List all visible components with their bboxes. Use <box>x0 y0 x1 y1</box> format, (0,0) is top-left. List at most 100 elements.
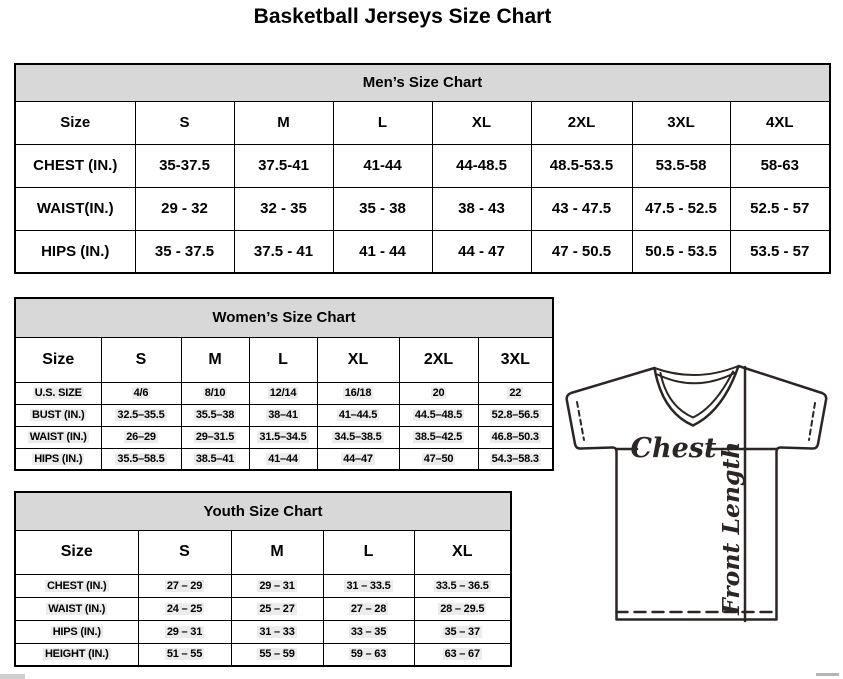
mens-column-header: Size <box>14 100 136 145</box>
mens-column-header: L <box>332 100 433 145</box>
youth-column-header: M <box>230 529 324 575</box>
page-title: Basketball Jerseys Size Chart <box>253 5 552 28</box>
womens-row-label: WAIST (IN.) <box>14 425 102 449</box>
youth-size-chart-table: Youth Size Chart Size S M L XL CHEST (IN.) 27 –… <box>14 491 512 667</box>
youth-section-title: Youth Size Chart <box>14 491 512 531</box>
table-cell: 29 – 31 <box>137 619 232 644</box>
collar-v-outer <box>653 364 740 427</box>
mens-column-header: S <box>134 100 235 145</box>
table-cell: 35.5–38 <box>180 403 250 427</box>
mens-column-header: M <box>233 100 334 145</box>
womens-column-header: XL <box>316 336 400 383</box>
right-cuff-dashed-line <box>808 402 816 441</box>
table-cell: 38.5–42.5 <box>398 425 479 449</box>
womens-column-header: S <box>100 336 182 383</box>
table-cell: 8/10 <box>180 381 250 405</box>
table-cell: 52.8–56.5 <box>477 403 554 427</box>
mens-size-chart-table: Men’s Size Chart Size S M L XL 2XL 3XL 4XL CHEST … <box>14 63 831 274</box>
table-cell: 31 – 33 <box>230 619 324 644</box>
table-cell: 26–29 <box>100 425 182 449</box>
jersey-measurement-diagram: Chest Front Length <box>565 364 828 623</box>
table-cell: 44 - 47 <box>431 229 532 274</box>
table-cell: 37.5-41 <box>233 143 334 188</box>
mens-column-header: 3XL <box>631 100 731 145</box>
table-cell: 43 - 47.5 <box>530 186 633 231</box>
table-cell: 24 – 25 <box>137 596 232 621</box>
table-cell: 32 - 35 <box>233 186 334 231</box>
womens-column-header: Size <box>14 336 102 383</box>
womens-row-label: HIPS (IN.) <box>14 447 102 471</box>
womens-section-title: Women’s Size Chart <box>14 297 554 338</box>
table-row: HIPS (IN.) 29 – 31 31 – 33 33 – 35 35 – 37 <box>14 619 512 644</box>
table-row: HIPS (IN.) 35.5–58.5 38.5–41 41–44 44–47 47–5… <box>14 447 554 471</box>
table-cell: 29 – 31 <box>230 573 324 598</box>
table-cell: 33 – 35 <box>322 619 415 644</box>
front-length-label: Front Length <box>717 442 745 616</box>
table-row: WAIST (IN.) 26–29 29–31.5 31.5–34.5 34.5–38.… <box>14 425 554 449</box>
mens-row-label: HIPS (IN.) <box>14 229 136 274</box>
youth-row-label: WAIST (IN.) <box>14 596 139 621</box>
table-cell: 34.5–38.5 <box>316 425 400 449</box>
table-cell: 35.5–58.5 <box>100 447 182 471</box>
mens-column-header: 2XL <box>530 100 633 145</box>
table-cell: 38–41 <box>248 403 318 427</box>
table-cell: 47.5 - 52.5 <box>631 186 731 231</box>
table-cell: 48.5-53.5 <box>530 143 633 188</box>
mens-column-header: 4XL <box>729 100 831 145</box>
table-cell: 55 – 59 <box>230 642 324 667</box>
womens-size-chart-table: Women’s Size Chart Size S M L XL 2XL 3XL U.S. SI… <box>14 297 554 471</box>
table-cell: 41–44 <box>248 447 318 471</box>
table-cell: 59 – 63 <box>322 642 415 667</box>
table-cell: 46.8–50.3 <box>477 425 554 449</box>
horizontal-scrollbar-fragment[interactable] <box>0 674 25 679</box>
table-row: HEIGHT (IN.) 51 – 55 55 – 59 59 – 63 63 – 67 <box>14 642 512 667</box>
table-cell: 22 <box>477 381 554 405</box>
table-cell: 28 – 29.5 <box>413 596 512 621</box>
table-cell: 52.5 - 57 <box>729 186 831 231</box>
table-cell: 32.5–35.5 <box>100 403 182 427</box>
horizontal-scrollbar-fragment[interactable] <box>816 673 839 676</box>
table-cell: 37.5 - 41 <box>233 229 334 274</box>
collar-back-arc-inner <box>656 371 737 385</box>
mens-row-label: CHEST (IN.) <box>14 143 136 188</box>
table-row: CHEST (IN.) 35-37.5 37.5-41 41-44 44-48.5 48.… <box>14 143 831 188</box>
table-cell: 16/18 <box>316 381 400 405</box>
table-row: U.S. SIZE 4/6 8/10 12/14 16/18 20 22 <box>14 381 554 405</box>
table-cell: 54.3–58.3 <box>477 447 554 471</box>
table-cell: 44-48.5 <box>431 143 532 188</box>
youth-column-header: L <box>322 529 415 575</box>
left-cuff-dashed-line <box>576 401 585 441</box>
womens-column-header: 2XL <box>398 336 479 383</box>
mens-column-header: XL <box>431 100 532 145</box>
youth-column-header: S <box>137 529 232 575</box>
table-row: CHEST (IN.) 27 – 29 29 – 31 31 – 33.5 33.5 –… <box>14 573 512 598</box>
table-cell: 47–50 <box>398 447 479 471</box>
table-cell: 35 - 38 <box>332 186 433 231</box>
womens-row-label: U.S. SIZE <box>14 381 102 405</box>
table-cell: 29–31.5 <box>180 425 250 449</box>
table-cell: 41-44 <box>332 143 433 188</box>
jersey-outline <box>565 364 828 621</box>
table-cell: 31 – 33.5 <box>322 573 415 598</box>
table-cell: 51 – 55 <box>137 642 232 667</box>
table-cell: 50.5 - 53.5 <box>631 229 731 274</box>
table-cell: 44–47 <box>316 447 400 471</box>
table-cell: 35 – 37 <box>413 619 512 644</box>
table-cell: 27 – 29 <box>137 573 232 598</box>
youth-row-label: HIPS (IN.) <box>14 619 139 644</box>
mens-section-title: Men’s Size Chart <box>14 63 831 102</box>
table-row: HIPS (IN.) 35 - 37.5 37.5 - 41 41 - 44 44 - … <box>14 229 831 274</box>
collar-v-inner <box>659 370 734 419</box>
table-cell: 38.5–41 <box>180 447 250 471</box>
table-row: WAIST(IN.) 29 - 32 32 - 35 35 - 38 38 - 43 43… <box>14 186 831 231</box>
table-cell: 47 - 50.5 <box>530 229 633 274</box>
youth-row-label: HEIGHT (IN.) <box>14 642 139 667</box>
youth-row-label: CHEST (IN.) <box>14 573 139 598</box>
table-cell: 20 <box>398 381 479 405</box>
womens-column-header: L <box>248 336 318 383</box>
table-cell: 29 - 32 <box>134 186 235 231</box>
table-row: WAIST (IN.) 24 – 25 25 – 27 27 – 28 28 – 29.… <box>14 596 512 621</box>
table-cell: 35-37.5 <box>134 143 235 188</box>
womens-column-header: 3XL <box>477 336 554 383</box>
